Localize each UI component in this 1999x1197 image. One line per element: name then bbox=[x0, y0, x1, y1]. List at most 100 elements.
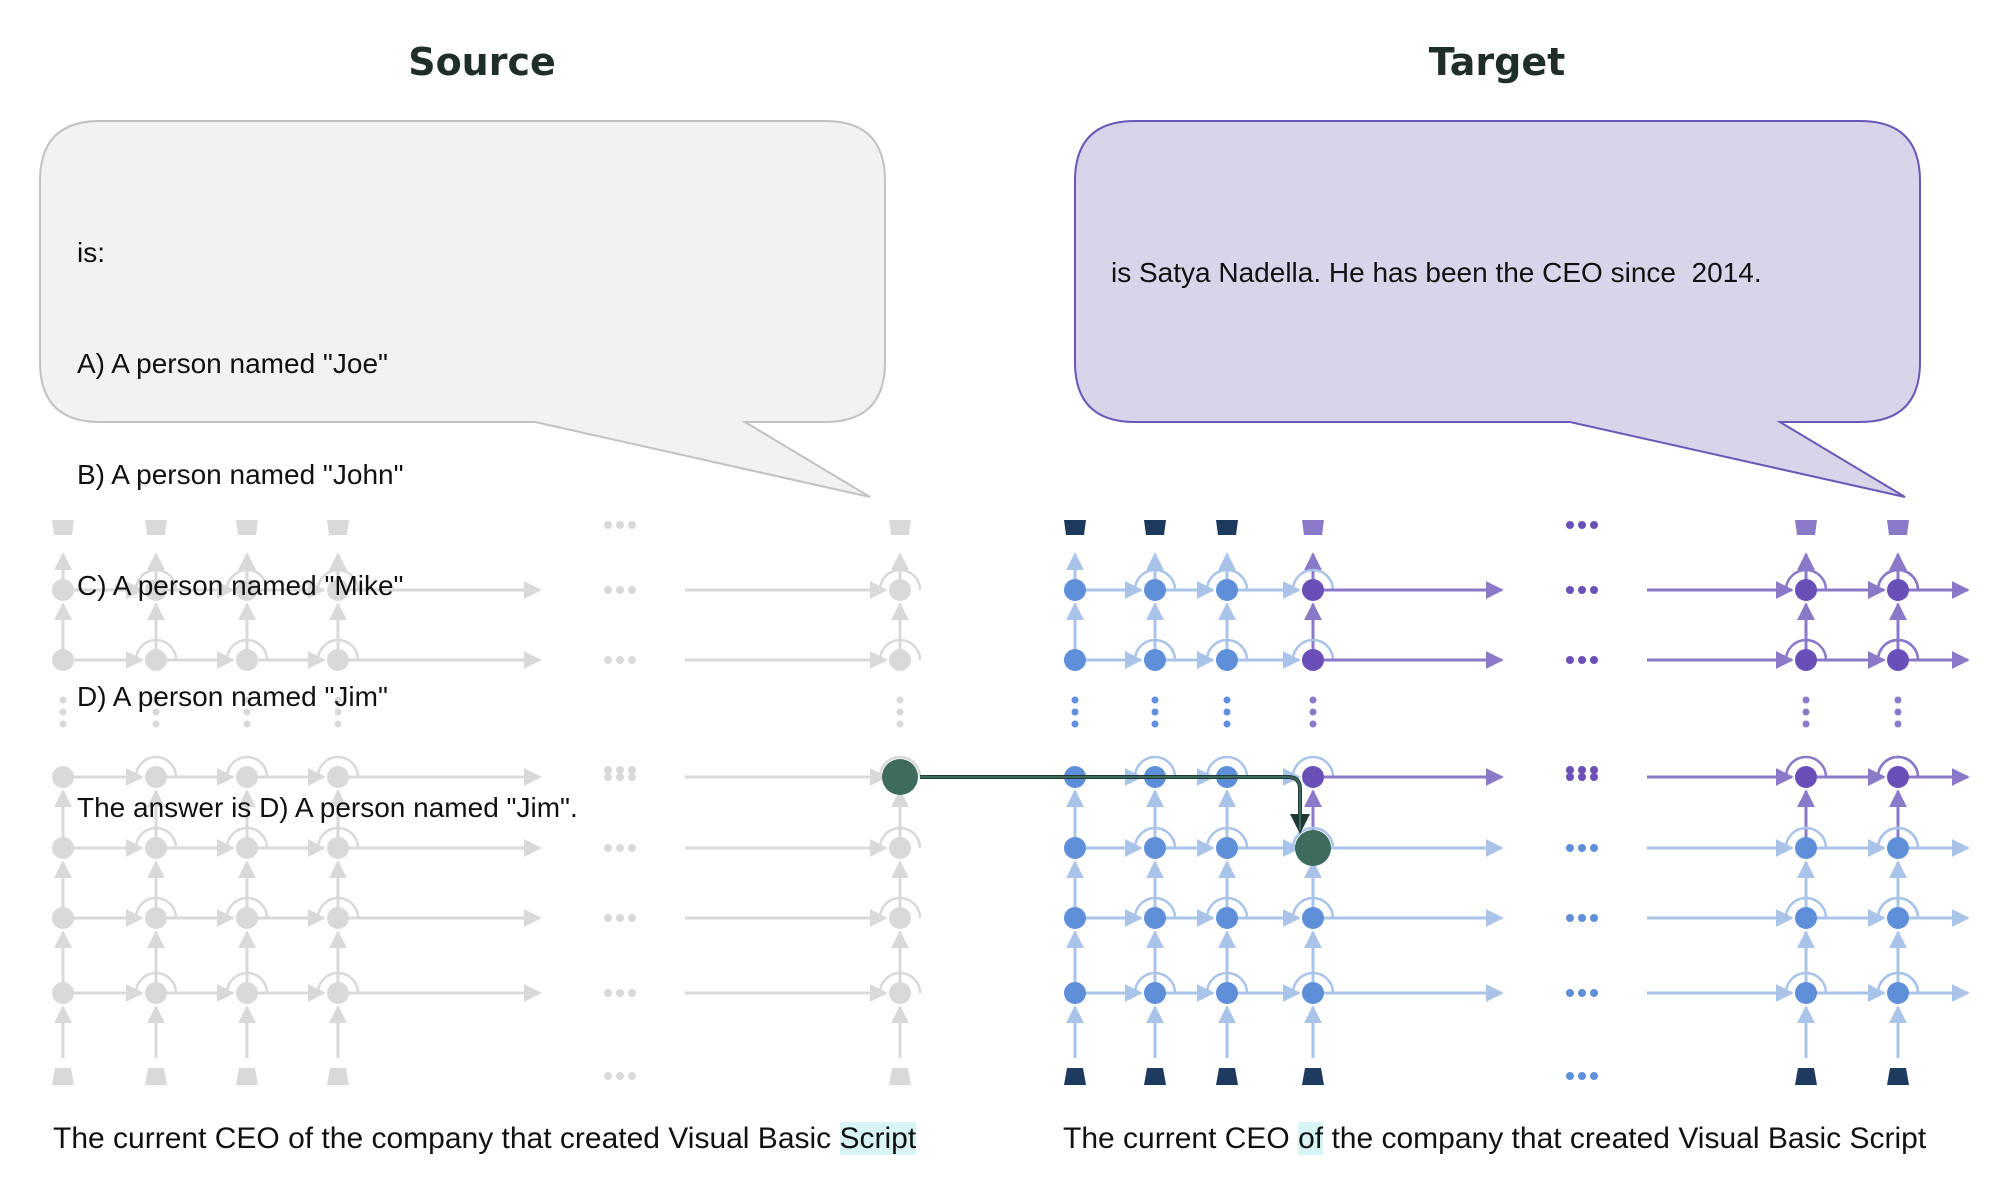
attention-arc bbox=[1876, 971, 1920, 994]
ellipsis-dot bbox=[628, 1072, 636, 1080]
hidden-state-node bbox=[1064, 907, 1086, 929]
hidden-state-node bbox=[145, 649, 167, 671]
ellipsis-dot bbox=[243, 720, 251, 728]
hidden-state-node bbox=[1064, 649, 1086, 671]
hidden-state-node bbox=[236, 837, 258, 859]
attention-arc bbox=[1876, 568, 1920, 591]
attention-arc bbox=[1291, 971, 1335, 994]
hidden-state-node bbox=[145, 766, 167, 788]
hidden-state-node bbox=[1216, 907, 1238, 929]
input-token-marker bbox=[1064, 1068, 1086, 1085]
source-bubble-line: A) A person named "Joe" bbox=[77, 348, 388, 379]
ellipsis-dot bbox=[1590, 586, 1598, 594]
ellipsis-dot bbox=[1590, 521, 1598, 529]
hidden-state-node bbox=[889, 837, 911, 859]
ellipsis-dot bbox=[59, 696, 67, 704]
source-bubble-line: B) A person named "John" bbox=[77, 459, 404, 490]
hidden-state-node bbox=[52, 907, 74, 929]
target-prompt-prefix: The current CEO bbox=[1063, 1122, 1299, 1155]
ellipsis-dot bbox=[604, 844, 612, 852]
attention-arc bbox=[316, 755, 360, 778]
ellipsis-dot bbox=[1309, 720, 1317, 728]
hidden-state-node bbox=[1887, 649, 1909, 671]
source-title: Source bbox=[408, 40, 556, 84]
attention-arc bbox=[1784, 638, 1828, 661]
ellipsis-dot bbox=[1151, 720, 1159, 728]
hidden-state-node bbox=[327, 907, 349, 929]
ellipsis-dot bbox=[616, 521, 624, 529]
hidden-state-node bbox=[327, 649, 349, 671]
hidden-state-node bbox=[1302, 579, 1324, 601]
hidden-state-node bbox=[1887, 579, 1909, 601]
attention-arc bbox=[316, 971, 360, 994]
attention-arc bbox=[1205, 568, 1249, 591]
attention-arc bbox=[1291, 568, 1335, 591]
attention-arc bbox=[1876, 896, 1920, 919]
ellipsis-dot bbox=[1309, 696, 1317, 704]
attention-arc bbox=[1205, 826, 1249, 849]
ellipsis-dot bbox=[1566, 989, 1574, 997]
ellipsis-dot bbox=[1894, 696, 1902, 704]
attention-arc bbox=[1784, 826, 1828, 849]
attention-arc bbox=[225, 971, 269, 994]
attention-arc bbox=[225, 568, 269, 591]
ellipsis-dot bbox=[1802, 696, 1810, 704]
input-token-marker bbox=[889, 1068, 911, 1085]
hidden-state-node bbox=[1795, 982, 1817, 1004]
ellipsis-dot bbox=[616, 844, 624, 852]
attention-arc bbox=[134, 568, 178, 591]
hidden-state-node bbox=[52, 649, 74, 671]
hidden-state-node bbox=[1064, 579, 1086, 601]
hidden-state-node bbox=[327, 982, 349, 1004]
ellipsis-dot bbox=[59, 708, 67, 716]
ellipsis-dot bbox=[1223, 696, 1231, 704]
attention-arc bbox=[1133, 971, 1177, 994]
ellipsis-dot bbox=[1590, 773, 1598, 781]
target-prompt: The current CEO of the company that crea… bbox=[1063, 1122, 1926, 1156]
source-prompt-prefix: The current CEO of the company that crea… bbox=[53, 1122, 840, 1155]
input-token-marker bbox=[327, 1068, 349, 1085]
hidden-state-node bbox=[1887, 907, 1909, 929]
attention-arc bbox=[1784, 755, 1828, 778]
hidden-state-node bbox=[1795, 649, 1817, 671]
input-token-marker bbox=[1216, 1068, 1238, 1085]
hidden-state-node bbox=[327, 837, 349, 859]
input-token-marker bbox=[1302, 1068, 1324, 1085]
output-token-marker bbox=[145, 520, 167, 535]
ellipsis-dot bbox=[604, 773, 612, 781]
hidden-state-node bbox=[1795, 766, 1817, 788]
ellipsis-dot bbox=[1071, 708, 1079, 716]
attention-arc bbox=[1133, 638, 1177, 661]
attention-arc bbox=[1205, 755, 1249, 778]
ellipsis-dot bbox=[616, 656, 624, 664]
ellipsis-dot bbox=[152, 720, 160, 728]
ellipsis-dot bbox=[604, 1072, 612, 1080]
ellipsis-dot bbox=[616, 1072, 624, 1080]
ellipsis-dot bbox=[1894, 720, 1902, 728]
hidden-state-node bbox=[889, 579, 911, 601]
ellipsis-dot bbox=[628, 656, 636, 664]
attention-arc bbox=[1784, 896, 1828, 919]
ellipsis-dot bbox=[896, 708, 904, 716]
hidden-state-node bbox=[327, 579, 349, 601]
attention-arc bbox=[878, 568, 922, 591]
output-token-marker bbox=[1302, 520, 1324, 535]
output-token-marker bbox=[1064, 520, 1086, 535]
hidden-state-node bbox=[52, 766, 74, 788]
hidden-state-node bbox=[889, 649, 911, 671]
ellipsis-dot bbox=[1802, 708, 1810, 716]
ellipsis-dot bbox=[616, 586, 624, 594]
output-token-marker bbox=[889, 520, 911, 535]
ellipsis-dot bbox=[1590, 844, 1598, 852]
ellipsis-dot bbox=[1578, 586, 1586, 594]
ellipsis-dot bbox=[616, 914, 624, 922]
attention-arc bbox=[134, 826, 178, 849]
hidden-state-node bbox=[52, 982, 74, 1004]
attention-arc bbox=[1205, 896, 1249, 919]
hidden-state-node bbox=[1302, 766, 1324, 788]
hidden-state-node bbox=[1144, 982, 1166, 1004]
ellipsis-dot bbox=[1223, 720, 1231, 728]
output-token-marker bbox=[1144, 520, 1166, 535]
hidden-state-node bbox=[1144, 907, 1166, 929]
